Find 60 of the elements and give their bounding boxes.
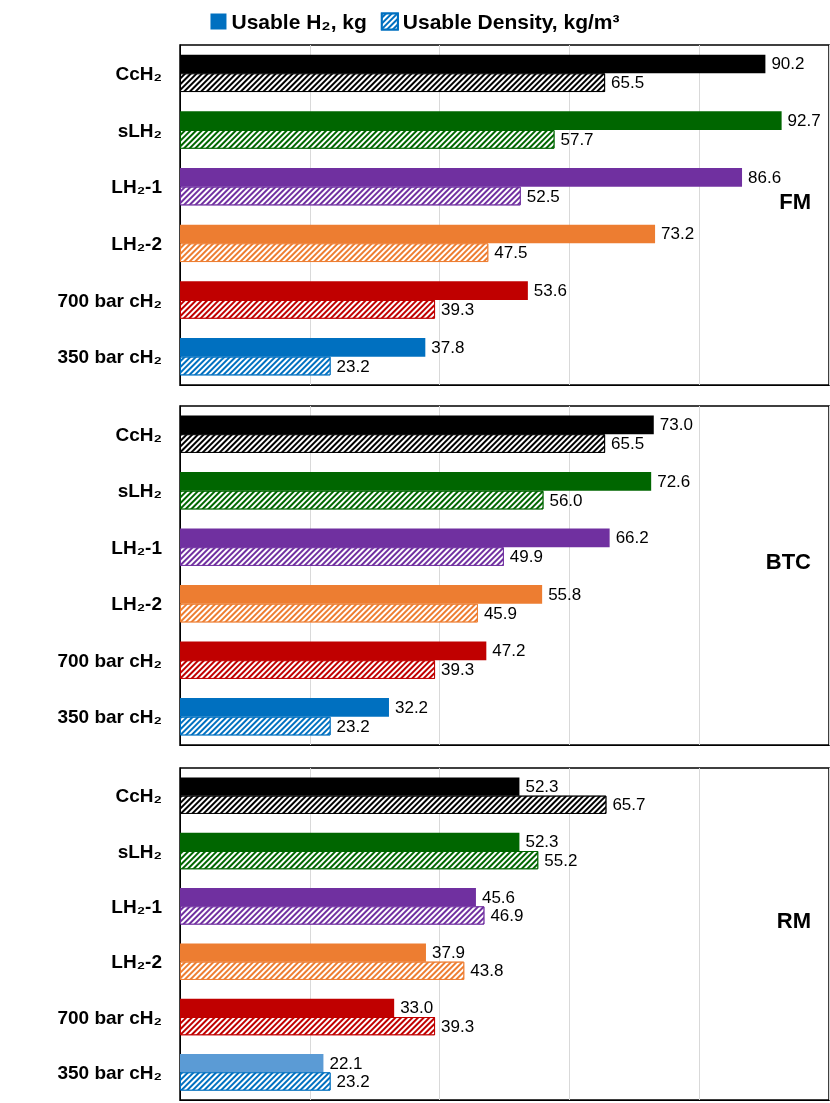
text: FM — [779, 188, 811, 214]
y-tick-label: sLH₂ — [117, 480, 162, 502]
data-label: 52.3 — [525, 832, 559, 852]
data-label: 52.5 — [526, 186, 560, 206]
y-tick-label: LH₂-1 — [111, 536, 163, 558]
data-label: 46.9 — [490, 905, 524, 925]
data-label: 55.8 — [548, 584, 582, 604]
data-label: 23.2 — [336, 1071, 370, 1091]
y-tick-label: 350 bar cH₂ — [57, 1061, 162, 1083]
data-label: 39.3 — [441, 1016, 475, 1036]
y-tick-label: CcH₂ — [115, 423, 162, 445]
y-tick-label: LH₂-1 — [111, 895, 163, 917]
y-tick-label: 350 bar cH₂ — [57, 706, 162, 728]
data-label: 23.2 — [336, 356, 370, 376]
data-label: 86.6 — [748, 167, 782, 187]
data-label: 65.7 — [612, 795, 646, 815]
text: BTC — [765, 549, 812, 574]
y-tick-label: LH₂-2 — [111, 232, 162, 254]
data-label: 73.0 — [659, 415, 693, 435]
data-label: 65.5 — [611, 434, 645, 454]
data-label: 45.6 — [481, 887, 516, 907]
y-tick-label: 700 bar cH₂ — [57, 649, 162, 671]
data-label: 37.8 — [431, 337, 465, 357]
y-tick-label: 700 bar cH₂ — [57, 289, 162, 311]
data-label: 45.9 — [483, 603, 517, 623]
legend-label: Usable H₂, kg — [231, 10, 367, 33]
data-label: 32.2 — [394, 697, 429, 717]
data-label: 90.2 — [771, 54, 805, 74]
y-tick-label: LH₂-2 — [111, 593, 162, 615]
bar — [180, 1054, 324, 1073]
text: RM — [776, 907, 811, 933]
legend-label: Usable Density, kg/m³ — [402, 10, 620, 33]
y-tick-label: sLH₂ — [117, 840, 162, 862]
y-tick-label: 700 bar cH₂ — [57, 1006, 162, 1028]
data-label: 49.9 — [509, 547, 543, 567]
data-label: 92.7 — [787, 111, 821, 131]
data-label: 22.1 — [329, 1053, 363, 1073]
data-label: 53.6 — [533, 281, 567, 301]
y-tick-label: CcH₂ — [115, 62, 162, 84]
data-label: 43.8 — [470, 961, 504, 981]
data-label: 37.9 — [431, 943, 466, 963]
data-label: 52.3 — [525, 777, 559, 797]
y-tick-label: LH₂-2 — [111, 951, 162, 973]
y-tick-label: sLH₂ — [117, 119, 162, 141]
data-label: 73.2 — [661, 224, 695, 244]
data-label: 72.6 — [657, 471, 691, 491]
data-label: 66.2 — [615, 528, 649, 548]
data-label: 39.3 — [441, 299, 475, 319]
data-label: 39.3 — [441, 660, 475, 680]
data-label: 33.0 — [400, 998, 434, 1018]
data-label: 56.0 — [549, 490, 583, 510]
data-label: 65.5 — [611, 73, 645, 93]
data-label: 57.7 — [560, 129, 594, 149]
data-label: 55.2 — [544, 850, 578, 870]
y-tick-label: LH₂-1 — [111, 176, 163, 198]
y-tick-label: 350 bar cH₂ — [57, 346, 162, 368]
data-label: 47.5 — [494, 243, 528, 263]
y-tick-label: CcH₂ — [115, 785, 162, 807]
data-label: 23.2 — [336, 716, 370, 736]
data-label: 47.2 — [492, 641, 526, 661]
